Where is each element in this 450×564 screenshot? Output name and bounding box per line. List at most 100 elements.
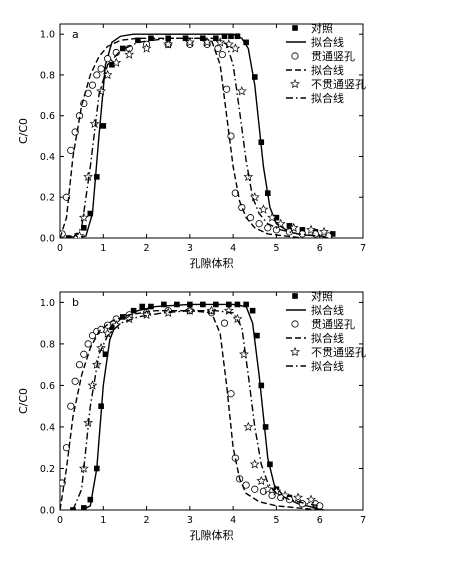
data-point-square: [299, 227, 306, 233]
data-point-star: [319, 226, 329, 237]
data-point-circle: [324, 232, 332, 238]
fit-line-path: [72, 309, 320, 510]
data-point-square: [87, 496, 94, 503]
data-point-square: [119, 45, 126, 52]
x-tick-label: 4: [230, 243, 236, 254]
x-tick-label: 7: [360, 515, 366, 526]
plot-frame: [59, 291, 364, 511]
series-points: [60, 40, 332, 238]
data-point-star: [163, 307, 174, 317]
data-point-star: [111, 57, 122, 67]
data-point-star: [293, 492, 303, 502]
legend-label: 不贯通竖孔: [311, 346, 366, 359]
data-point-star: [306, 224, 316, 234]
y-axis-label: C/C0: [17, 118, 30, 144]
data-point-star: [236, 86, 247, 96]
data-point-star: [243, 421, 254, 432]
legend-label: 拟合线: [311, 303, 344, 317]
data-point-circle: [80, 350, 88, 358]
y-tick-label: 0.4: [40, 152, 55, 163]
legend-marker-circle: [291, 320, 299, 328]
legend-marker-square: [292, 293, 298, 299]
data-point-circle: [67, 402, 75, 410]
data-point-square: [65, 235, 72, 238]
data-point-circle: [272, 226, 281, 234]
x-tick-label: 7: [360, 243, 366, 254]
fit-line-path: [60, 309, 320, 510]
data-point-star: [78, 212, 89, 222]
y-tick-label: 0.8: [40, 70, 55, 81]
series-fit-line: [72, 37, 329, 238]
legend-marker-circle: [291, 52, 299, 60]
data-point-circle: [218, 50, 226, 59]
data-point-square: [161, 301, 167, 308]
data-point-square: [286, 222, 293, 229]
data-point-square: [135, 37, 141, 44]
data-point-square: [174, 301, 180, 308]
y-tick-label: 0.2: [40, 464, 55, 475]
data-point-star: [124, 49, 135, 59]
data-point-square: [81, 225, 87, 231]
fit-line-path: [72, 37, 329, 238]
data-point-square: [228, 33, 234, 40]
legend-label: 对照: [311, 289, 333, 303]
fit-line-path: [77, 33, 333, 238]
data-point-square: [130, 307, 137, 314]
series-points: [78, 305, 316, 504]
x-axis-label: 孔隙体积: [190, 528, 234, 542]
x-tick-label: 3: [187, 515, 193, 526]
data-point-square: [249, 307, 256, 314]
data-point-square: [243, 301, 249, 308]
legend-label: 拟合线: [311, 359, 344, 373]
legend-label: 拟合线: [311, 63, 344, 77]
x-tick-label: 4: [230, 515, 236, 526]
data-point-square: [254, 332, 260, 339]
x-tick-label: 0: [57, 243, 63, 254]
x-axis-label: 孔隙体积: [190, 256, 234, 270]
data-point-square: [139, 303, 146, 310]
legend-marker-star: [290, 346, 300, 357]
data-point-square: [81, 505, 87, 510]
data-point-circle: [255, 220, 263, 228]
data-point-star: [87, 380, 98, 390]
y-tick-label: 0.0: [40, 506, 55, 517]
x-tick-label: 5: [273, 515, 279, 526]
data-point-square: [102, 351, 109, 358]
data-point-square: [251, 74, 258, 80]
data-point-star: [215, 37, 226, 47]
data-point-circle: [246, 214, 255, 222]
x-tick-label: 0: [57, 515, 63, 526]
data-point-square: [87, 210, 94, 217]
y-tick-label: 1.0: [40, 30, 55, 41]
data-point-circle: [227, 390, 235, 398]
data-point-circle: [88, 331, 97, 340]
series-fit-line: [60, 309, 320, 510]
panel-letter: a: [72, 28, 79, 41]
data-point-circle: [75, 361, 84, 369]
data-point-star: [249, 459, 260, 469]
data-point-star: [102, 69, 113, 80]
data-point-circle: [251, 485, 259, 493]
panel-a-chart: 0 1 2 3 4 5 6 7 0.0 0.2 0.4 0.6 0.8 1.0 a 孔隙体积 C/C0 对照拟合线…: [17, 21, 366, 270]
y-tick-label: 0.6: [40, 381, 55, 392]
data-point-star: [184, 37, 195, 47]
data-point-star: [258, 204, 269, 214]
data-point-square: [109, 324, 115, 331]
data-point-square: [109, 61, 115, 68]
data-point-square: [273, 214, 280, 221]
y-tick-label: 1.0: [40, 298, 55, 309]
y-tick-label: 0.8: [40, 339, 55, 350]
y-tick-label: 0.0: [40, 234, 55, 245]
data-point-star: [206, 305, 217, 315]
data-point-star: [239, 349, 249, 359]
series-points: [70, 37, 329, 238]
data-point-star: [230, 43, 241, 53]
data-point-circle: [88, 81, 97, 89]
x-tick-label: 6: [317, 515, 323, 526]
panel-b-chart: 0 1 2 3 4 5 6 7 0.0 0.2 0.4 0.6 0.8 1.0 b 孔隙体积 C/C0 对照拟合线…: [17, 289, 366, 542]
data-point-circle: [285, 228, 294, 236]
data-point-square: [258, 382, 265, 389]
data-point-star: [288, 222, 299, 232]
